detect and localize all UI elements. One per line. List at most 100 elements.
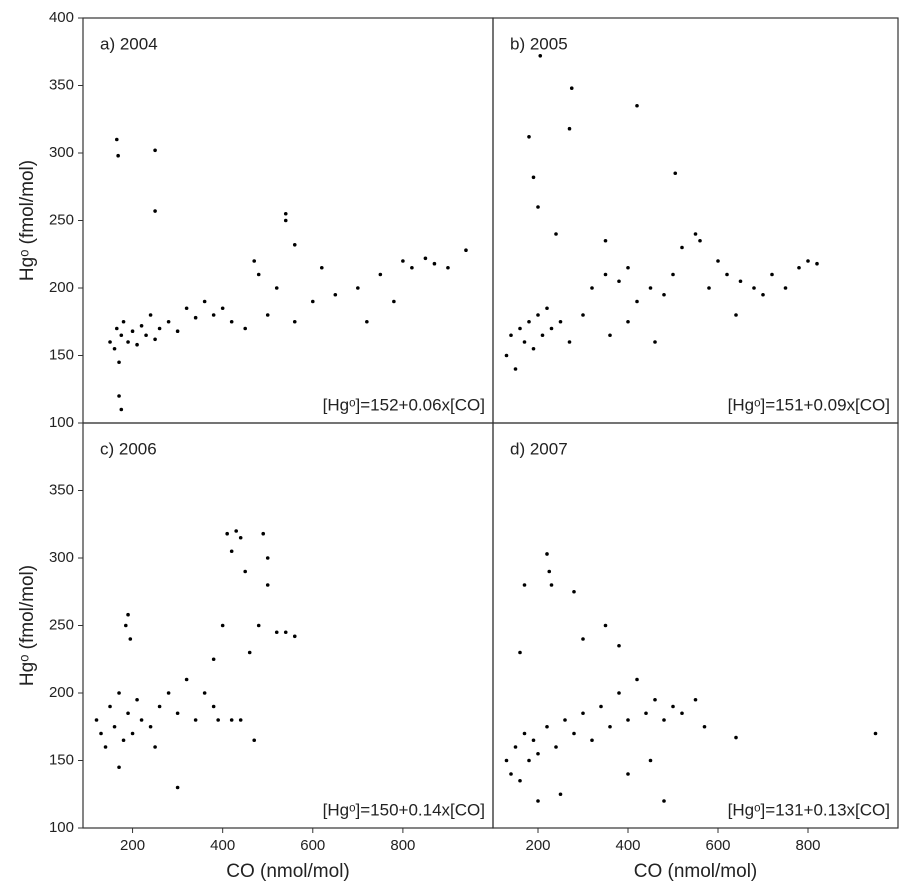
data-point bbox=[229, 718, 234, 722]
y-tick-label: 250 bbox=[49, 616, 74, 633]
data-point bbox=[126, 340, 130, 344]
data-point bbox=[536, 799, 540, 803]
data-point bbox=[599, 704, 603, 709]
data-point bbox=[283, 211, 288, 216]
data-point bbox=[114, 326, 119, 331]
x-tick-label: 800 bbox=[795, 837, 820, 854]
data-point bbox=[572, 731, 576, 736]
data-point bbox=[572, 589, 576, 594]
data-point bbox=[99, 731, 103, 736]
data-point bbox=[423, 256, 428, 261]
data-point bbox=[148, 313, 153, 317]
plot-frame bbox=[82, 17, 494, 424]
data-point bbox=[117, 691, 121, 695]
data-point bbox=[581, 637, 585, 641]
y-tick-label: 400 bbox=[49, 9, 74, 26]
data-point bbox=[531, 175, 536, 180]
data-point bbox=[716, 259, 720, 263]
data-point bbox=[108, 704, 112, 709]
x-tick-label: 600 bbox=[300, 837, 325, 854]
y-tick-label: 300 bbox=[49, 549, 74, 566]
plot-frame bbox=[492, 17, 899, 424]
plot-frame bbox=[492, 422, 899, 829]
data-point bbox=[522, 731, 527, 736]
data-point bbox=[116, 153, 120, 158]
plot-frame bbox=[82, 422, 494, 829]
data-point bbox=[256, 272, 261, 277]
data-point bbox=[157, 704, 162, 709]
data-point bbox=[549, 583, 554, 587]
data-point bbox=[252, 259, 257, 263]
data-point bbox=[608, 724, 612, 729]
data-point bbox=[770, 272, 774, 277]
data-point bbox=[283, 630, 288, 635]
data-point bbox=[184, 677, 189, 682]
data-point bbox=[124, 623, 128, 628]
data-point bbox=[531, 738, 536, 743]
data-point bbox=[238, 535, 243, 540]
data-point bbox=[220, 306, 225, 311]
data-point bbox=[247, 650, 252, 655]
data-point bbox=[815, 261, 819, 266]
y-tick-label: 150 bbox=[49, 751, 74, 768]
data-point bbox=[725, 272, 729, 277]
data-point bbox=[617, 279, 621, 284]
data-point bbox=[220, 623, 225, 628]
data-point bbox=[175, 711, 180, 716]
y-axis-label: Hgᵒ (fmol/mol) bbox=[17, 565, 38, 686]
data-point bbox=[319, 265, 324, 270]
data-point bbox=[333, 292, 338, 297]
data-point bbox=[590, 286, 594, 290]
data-point bbox=[292, 634, 297, 639]
data-point bbox=[626, 319, 630, 324]
data-point bbox=[509, 772, 513, 776]
data-point bbox=[522, 340, 527, 344]
data-point bbox=[464, 248, 468, 252]
data-point bbox=[693, 232, 698, 236]
data-point bbox=[707, 286, 711, 290]
data-point bbox=[175, 785, 180, 790]
data-point bbox=[378, 272, 383, 277]
data-point bbox=[504, 353, 509, 358]
y-tick-label: 150 bbox=[49, 346, 74, 363]
data-point bbox=[504, 758, 509, 763]
data-point bbox=[608, 333, 612, 338]
data-point bbox=[153, 745, 157, 749]
data-point bbox=[148, 724, 153, 729]
data-point bbox=[635, 677, 639, 682]
data-point bbox=[238, 718, 243, 722]
data-point bbox=[114, 137, 119, 142]
data-point bbox=[94, 718, 99, 722]
data-point bbox=[648, 758, 653, 763]
data-point bbox=[211, 657, 216, 662]
data-point bbox=[554, 232, 558, 236]
y-axis-label: Hgᵒ (fmol/mol) bbox=[17, 160, 38, 281]
data-point bbox=[518, 778, 522, 783]
data-point bbox=[653, 340, 657, 344]
data-point bbox=[653, 697, 657, 702]
data-point bbox=[644, 711, 648, 716]
data-point bbox=[135, 697, 139, 702]
data-point bbox=[806, 259, 810, 263]
panel-title: b) 2005 bbox=[510, 34, 568, 53]
data-point bbox=[671, 704, 675, 709]
data-point bbox=[119, 407, 124, 412]
data-point bbox=[563, 718, 567, 722]
y-tick-label: 350 bbox=[49, 76, 74, 93]
x-tick-label: 200 bbox=[525, 837, 550, 854]
y-tick-label: 350 bbox=[49, 481, 74, 498]
data-point bbox=[554, 745, 558, 749]
data-point bbox=[135, 342, 139, 347]
regression-annotation: [Hgᵒ]=151+0.09x[CO] bbox=[728, 395, 890, 414]
x-tick-label: 600 bbox=[705, 837, 730, 854]
data-point bbox=[734, 313, 738, 317]
data-point bbox=[117, 394, 121, 398]
data-point bbox=[121, 319, 126, 324]
data-point bbox=[581, 711, 585, 716]
x-tick-label: 400 bbox=[615, 837, 640, 854]
data-point bbox=[265, 313, 270, 317]
data-point bbox=[211, 704, 216, 709]
x-tick-label: 800 bbox=[390, 837, 415, 854]
data-point bbox=[446, 265, 450, 270]
